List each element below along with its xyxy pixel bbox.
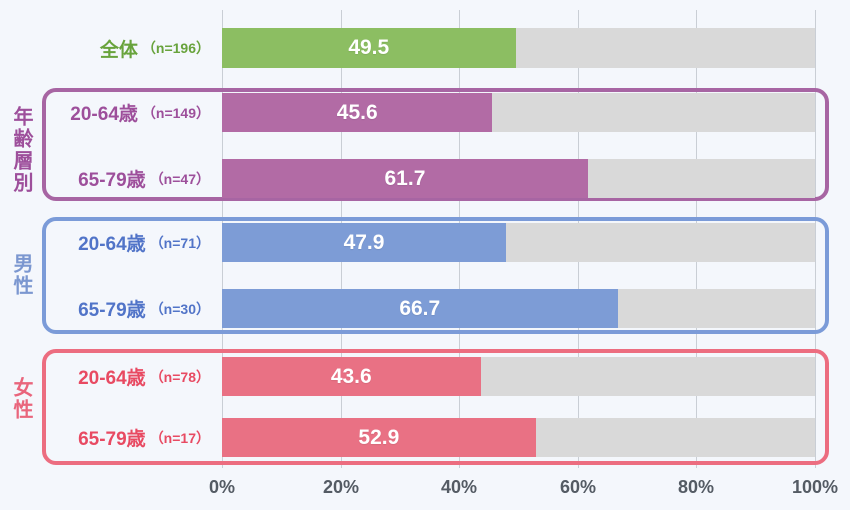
- bar-value: 52.9: [358, 425, 400, 449]
- bar-track: 47.9: [222, 223, 815, 262]
- axis-tick-100: 100%: [791, 477, 839, 497]
- bar-fill: 66.7: [222, 289, 618, 328]
- group-label-age: 年齢層別: [10, 106, 32, 194]
- group-box-male: [42, 217, 829, 334]
- axis-tick-60: 60%: [559, 477, 597, 497]
- bar-fill: 61.7: [222, 159, 588, 198]
- bar-value: 45.6: [336, 100, 378, 124]
- bar-value: 47.9: [343, 230, 385, 254]
- row-label: 65-79歳 （n=47）: [42, 159, 210, 198]
- axis-tick-20: 20%: [322, 477, 360, 497]
- row-label-n: （n=17）: [149, 429, 210, 446]
- group-label-female: 女性: [10, 377, 32, 421]
- chart-row-male-65-79: 65-79歳 （n=30） 66.7: [0, 289, 850, 328]
- group-box-age: [42, 88, 829, 201]
- row-label: 20-64歳 （n=149）: [42, 93, 210, 132]
- chart-row-total: 全体 （n=196） 49.5: [0, 28, 850, 68]
- group-box-female: [42, 349, 829, 465]
- bar-track: 43.6: [222, 357, 815, 396]
- row-label: 20-64歳 （n=78）: [42, 357, 210, 396]
- bar-fill: 45.6: [222, 93, 493, 132]
- bar-track: 66.7: [222, 289, 815, 328]
- axis-tick-80: 80%: [677, 477, 715, 497]
- row-label: 20-64歳 （n=71）: [42, 223, 210, 262]
- row-label-n: （n=30）: [149, 300, 210, 317]
- bar-fill: 47.9: [222, 223, 507, 262]
- bar-track: 61.7: [222, 159, 815, 198]
- bar-value: 66.7: [399, 296, 441, 320]
- row-label-text: 65-79歳: [78, 170, 146, 191]
- row-label-text: 20-64歳: [70, 104, 138, 125]
- row-label: 65-79歳 （n=30）: [42, 289, 210, 328]
- chart-row-female-20-64: 20-64歳 （n=78） 43.6: [0, 357, 850, 396]
- row-label-text: 全体: [99, 39, 138, 61]
- chart-row-male-20-64: 20-64歳 （n=71） 47.9: [0, 223, 850, 262]
- bar-track: 49.5: [222, 28, 815, 68]
- bar-fill: 52.9: [222, 418, 536, 457]
- row-label-text: 65-79歳: [78, 300, 146, 321]
- row-label-n: （n=149）: [141, 104, 210, 121]
- row-label-n: （n=196）: [141, 40, 210, 56]
- chart-row-age-65-79: 65-79歳 （n=47） 61.7: [0, 159, 850, 198]
- axis-tick-40: 40%: [440, 477, 478, 497]
- bar-value: 61.7: [384, 166, 426, 190]
- bar-fill: 49.5: [222, 28, 516, 68]
- row-label-n: （n=47）: [149, 170, 210, 187]
- row-label-text: 65-79歳: [78, 429, 146, 450]
- bar-value: 43.6: [330, 364, 372, 388]
- bar-track: 45.6: [222, 93, 815, 132]
- row-label-text: 20-64歳: [78, 234, 146, 255]
- axis-tick-0: 0%: [208, 477, 235, 497]
- bar-fill: 43.6: [222, 357, 481, 396]
- row-label-n: （n=78）: [149, 368, 210, 385]
- row-label-n: （n=71）: [149, 234, 210, 251]
- row-label: 全体 （n=196）: [42, 28, 210, 68]
- row-label-text: 20-64歳: [78, 368, 146, 389]
- row-label: 65-79歳 （n=17）: [42, 418, 210, 457]
- group-label-male: 男性: [10, 253, 32, 297]
- bar-value: 49.5: [348, 36, 390, 59]
- bar-track: 52.9: [222, 418, 815, 457]
- chart-row-age-20-64: 20-64歳 （n=149） 45.6: [0, 93, 850, 132]
- gridline-100pct: [815, 10, 816, 468]
- chart-row-female-65-79: 65-79歳 （n=17） 52.9: [0, 418, 850, 457]
